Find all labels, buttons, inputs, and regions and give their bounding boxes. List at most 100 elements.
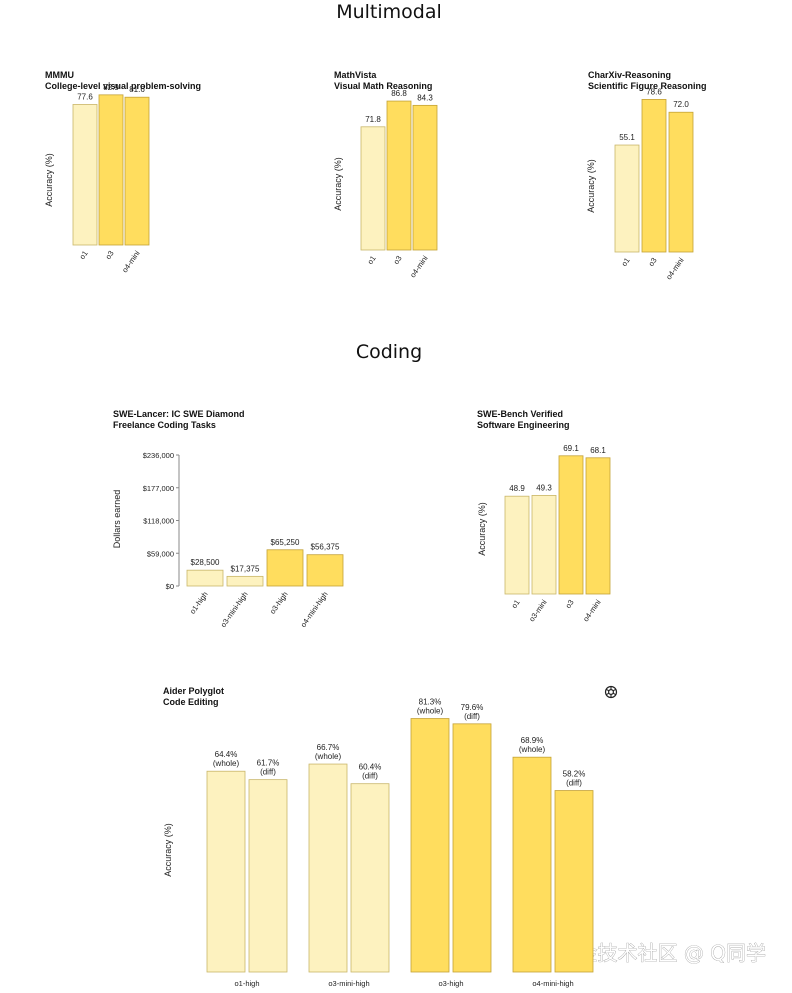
x-tick-label: o3 [646,256,658,268]
data-label: $65,250 [271,538,300,547]
y-axis-label: Accuracy (%) [477,502,487,556]
bar-o1 [360,126,386,251]
bar-o4-mini [124,96,150,246]
x-tick-label: o1 [619,256,631,268]
x-tick-label: o4-mini-high [299,590,330,629]
chart-subtitle: Scientific Figure Reasoning [588,81,707,91]
series-label: (diff) [260,768,276,777]
bar-o3-mini [531,494,557,595]
bar-o3 [641,99,667,253]
x-tick-label: o1-high [188,590,210,616]
x-tick-label: o4-mini [581,598,603,624]
x-tick-label: o3-mini-high [219,590,250,629]
data-label: 84.3 [417,93,433,102]
data-label: $28,500 [191,558,220,567]
data-label: 66.7% [317,743,340,752]
bar-o1 [72,104,98,246]
chart-subtitle: Software Engineering [477,420,570,430]
chart-subtitle: Freelance Coding Tasks [113,420,216,430]
chart-title: MathVista [334,70,377,80]
bar-o1 [504,495,530,595]
y-tick-label: $59,000 [147,549,174,558]
data-label: 68.9% [521,736,544,745]
data-label: $17,375 [231,564,260,573]
x-tick-label: o4-mini [664,256,686,282]
data-label: 77.6 [77,92,93,101]
data-label: 79.6% [461,703,484,712]
x-tick-label: o1 [365,254,377,266]
y-axis-label: Dollars earned [112,490,122,549]
bar-o4-mini-high-diff [554,790,594,973]
y-tick-label: $118,000 [143,517,174,526]
y-axis-label: Accuracy (%) [586,159,596,213]
bar-o4-mini [412,104,438,251]
openai-logo-icon [604,685,618,699]
data-label: 81.6 [129,85,145,94]
bar-o4-mini [585,457,611,595]
chart-subtitle: Visual Math Reasoning [334,81,432,91]
data-label: 69.1 [563,444,579,453]
series-label: (whole) [417,707,444,716]
x-tick-label: o4-mini [120,249,142,275]
chart-subtitle: Code Editing [163,697,219,707]
data-label: 81.3% [419,698,442,707]
bar-o3-mini-high-whole [308,763,348,973]
x-tick-label: o3-mini-high [328,979,369,988]
x-tick-label: o3 [563,598,575,610]
bar-o3-high-diff [452,723,492,973]
data-label: 55.1 [619,133,635,142]
data-label: 82.9 [103,83,119,92]
data-label: 64.4% [215,750,238,759]
chart-title: Aider Polyglot [163,686,224,696]
data-label: 61.7% [257,759,280,768]
y-axis-label: Accuracy (%) [163,823,173,877]
y-axis-label: Accuracy (%) [333,157,343,211]
chart-title: SWE-Lancer: IC SWE Diamond [113,409,245,419]
chart-title: SWE-Bench Verified [477,409,563,419]
x-tick-label: o1 [509,598,521,610]
data-label: 72.0 [673,100,689,109]
section-title-coding: Coding [356,341,422,363]
series-label: (whole) [315,752,342,761]
bar-o1-high-whole [206,770,246,973]
data-label: 49.3 [536,483,552,492]
bar-o1-high-diff [248,779,288,973]
data-label: $56,375 [311,543,340,552]
x-tick-label: o4-mini-high [532,979,573,988]
bar-o3 [386,100,412,251]
data-label: 71.8 [365,115,381,124]
series-label: (whole) [519,745,546,754]
x-tick-label: o1 [77,249,89,261]
bar-o3-mini-high [226,575,264,587]
bar-o4-mini [668,111,694,253]
series-label: (diff) [464,712,480,721]
x-tick-label: o3-mini [527,598,549,624]
data-label: 78.6 [646,87,662,96]
y-tick-label: $0 [166,582,174,591]
x-tick-label: o3 [103,249,115,261]
bar-o4-mini-high-whole [512,756,552,973]
x-tick-label: o3 [391,254,403,266]
data-label: 68.1 [590,446,606,455]
series-label: (diff) [566,779,582,788]
bar-o3 [558,455,584,595]
bar-o3 [98,94,124,246]
data-label: 48.9 [509,484,525,493]
bar-o1-high [186,569,224,587]
x-tick-label: o3-high [268,590,290,616]
bar-o1 [614,144,640,253]
y-tick-label: $236,000 [143,451,174,460]
section-title-multimodal: Multimodal [336,1,442,23]
x-tick-label: o1-high [234,979,259,988]
chart-title: CharXiv-Reasoning [588,70,671,80]
bar-o3-mini-high-diff [350,783,390,973]
chart-subtitle: College-level visual problem-solving [45,81,201,91]
bar-o3-high-whole [410,718,450,973]
